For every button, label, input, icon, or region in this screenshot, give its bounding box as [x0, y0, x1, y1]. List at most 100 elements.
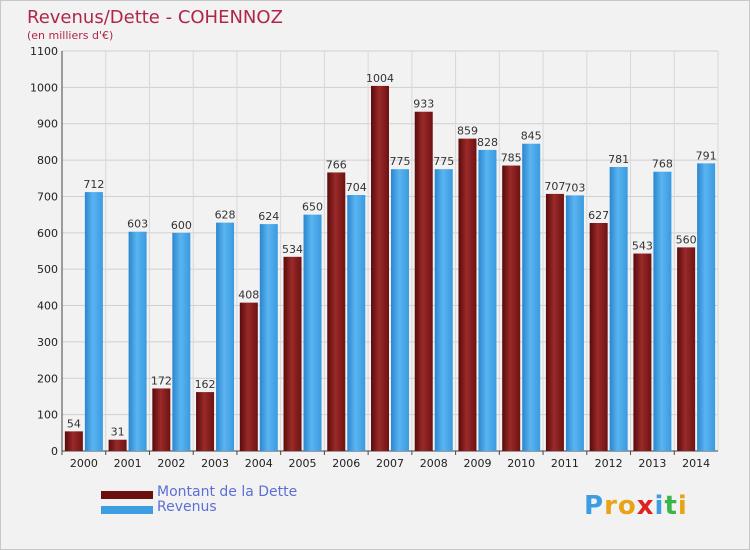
- y-tick-label: 500: [37, 263, 58, 276]
- bar-revenus: [259, 224, 278, 451]
- legend-swatch-debt: [101, 491, 153, 499]
- data-label: 859: [457, 125, 478, 138]
- bar-revenus: [128, 231, 147, 451]
- logo-letter: o: [617, 491, 637, 521]
- data-label: 712: [83, 178, 104, 191]
- logo-letter: P: [584, 491, 605, 521]
- bar-revenus: [347, 195, 366, 451]
- data-label: 704: [346, 181, 367, 194]
- bars: [64, 85, 716, 452]
- bar-debt: [152, 388, 171, 451]
- y-tick-label: 700: [37, 190, 58, 203]
- axes: 0 100 200 300 400 500 600 700 800 900 1000 1100 2000…: [30, 45, 718, 470]
- bar-debt: [64, 431, 83, 451]
- data-label: 534: [282, 243, 303, 256]
- logo-letter: x: [636, 491, 655, 521]
- x-tick-label: 2001: [114, 457, 142, 470]
- data-label: 31: [111, 426, 125, 439]
- x-tick-label: 2014: [682, 457, 710, 470]
- bar-debt: [283, 256, 302, 451]
- data-label: 781: [608, 153, 629, 166]
- bar-debt: [589, 223, 608, 451]
- x-tick-label: 2007: [376, 457, 404, 470]
- y-tick-label: 200: [37, 372, 58, 385]
- data-label: 775: [433, 155, 454, 168]
- chart-subtitle: (en milliers d'€): [27, 29, 114, 42]
- data-label: 1004: [366, 72, 394, 85]
- y-tick-label: 1100: [30, 45, 58, 58]
- data-label: 162: [195, 378, 216, 391]
- y-tick-label: 1000: [30, 81, 58, 94]
- bar-revenus: [434, 169, 453, 451]
- x-tick-label: 2005: [289, 457, 317, 470]
- data-label: 845: [521, 130, 542, 143]
- bar-debt: [414, 111, 433, 452]
- bar-revenus: [565, 195, 584, 451]
- data-label: 703: [564, 181, 585, 194]
- chart-title: Revenus/Dette - COHENNOZ: [27, 7, 283, 28]
- y-tick-label: 0: [51, 445, 58, 458]
- x-tick-label: 2010: [507, 457, 535, 470]
- bar-revenus: [609, 167, 628, 451]
- data-label: 933: [413, 98, 434, 111]
- bar-debt: [108, 439, 127, 451]
- data-label: 543: [632, 240, 653, 253]
- y-tick-label: 900: [37, 118, 58, 131]
- bar-revenus: [303, 214, 322, 451]
- x-tick-label: 2012: [595, 457, 623, 470]
- y-tick-label: 400: [37, 300, 58, 313]
- bar-debt: [327, 172, 346, 452]
- data-label: 54: [67, 417, 81, 430]
- x-tick-label: 2002: [157, 457, 185, 470]
- bar-debt: [633, 253, 652, 451]
- x-tick-label: 2008: [420, 457, 448, 470]
- bar-revenus: [216, 222, 235, 451]
- y-tick-label: 100: [37, 409, 58, 422]
- data-label: 624: [258, 210, 279, 223]
- data-label: 172: [151, 374, 172, 387]
- bar-revenus: [653, 171, 672, 451]
- y-tick-label: 800: [37, 154, 58, 167]
- x-tick-label: 2011: [551, 457, 579, 470]
- data-label: 768: [652, 158, 673, 171]
- bar-debt: [371, 85, 389, 451]
- bar-revenus: [697, 163, 716, 451]
- data-label: 560: [676, 233, 697, 246]
- bar-revenus: [522, 143, 541, 451]
- legend-swatch-revenus: [101, 506, 153, 514]
- legend-label-debt: Montant de la Dette: [157, 484, 298, 500]
- data-label: 408: [238, 289, 259, 302]
- bar-debt: [196, 392, 215, 451]
- logo-letter: i: [654, 491, 665, 521]
- data-label: 628: [215, 209, 236, 222]
- data-label: 600: [171, 219, 192, 232]
- x-tick-label: 2000: [70, 457, 98, 470]
- grid-lines: [61, 50, 719, 452]
- x-tick-label: 2009: [463, 457, 491, 470]
- bar-debt: [239, 302, 258, 451]
- bar-debt: [545, 193, 564, 451]
- bar-revenus: [84, 192, 103, 451]
- x-tick-label: 2006: [332, 457, 360, 470]
- bar-revenus: [391, 169, 409, 451]
- bar-debt: [677, 247, 696, 451]
- data-labels: 54 712 31 603 172 600 162 628 408 624 534 650 766 704…: [67, 72, 717, 439]
- legend-label-revenus: Revenus: [157, 499, 217, 515]
- bar-revenus: [172, 232, 191, 451]
- bar-revenus: [478, 149, 497, 451]
- data-label: 707: [544, 180, 565, 193]
- data-label: 766: [326, 158, 347, 171]
- proxiti-logo: Proxiti: [584, 491, 688, 521]
- data-label: 603: [127, 218, 148, 231]
- data-label: 775: [390, 155, 411, 168]
- data-label: 828: [477, 136, 498, 149]
- data-label: 650: [302, 201, 323, 214]
- data-label: 627: [588, 209, 609, 222]
- logo-letter: r: [604, 491, 618, 521]
- y-tick-label: 600: [37, 227, 58, 240]
- x-tick-label: 2003: [201, 457, 229, 470]
- x-tick-label: 2013: [638, 457, 666, 470]
- x-tick-label: 2004: [245, 457, 273, 470]
